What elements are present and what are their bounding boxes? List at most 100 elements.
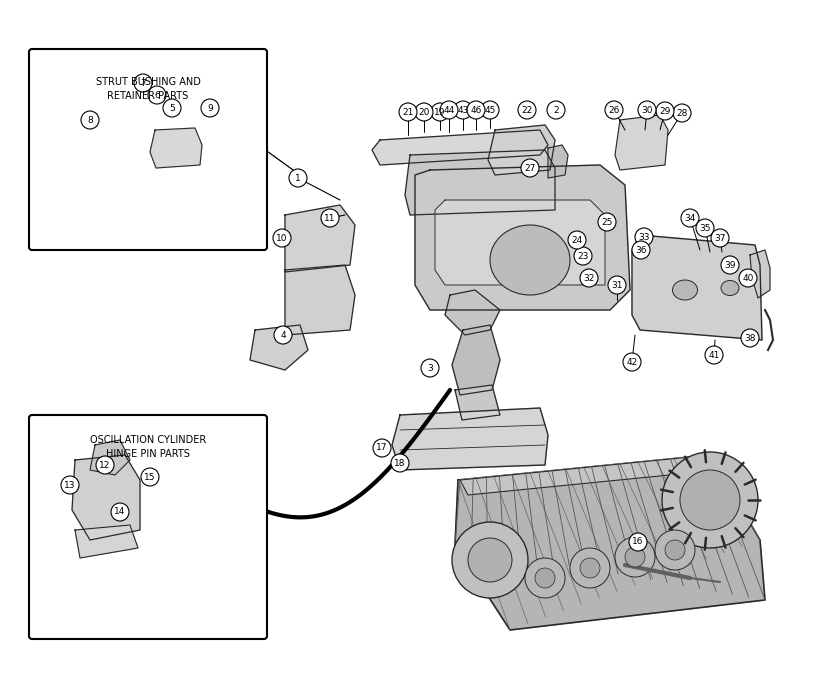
Polygon shape xyxy=(548,145,568,178)
Circle shape xyxy=(629,533,647,551)
Circle shape xyxy=(148,86,166,104)
Text: 45: 45 xyxy=(485,106,495,115)
Text: STRUT BUSHING AND: STRUT BUSHING AND xyxy=(95,77,201,87)
Polygon shape xyxy=(435,200,605,285)
Circle shape xyxy=(525,558,565,598)
Text: 2: 2 xyxy=(553,106,559,115)
Text: 39: 39 xyxy=(725,261,736,269)
Text: 3: 3 xyxy=(427,363,432,372)
Circle shape xyxy=(623,353,641,371)
Text: 1: 1 xyxy=(295,173,301,182)
Text: 19: 19 xyxy=(434,108,446,117)
Text: 10: 10 xyxy=(277,234,288,243)
Polygon shape xyxy=(460,455,720,495)
Polygon shape xyxy=(452,325,500,395)
Circle shape xyxy=(681,209,699,227)
Circle shape xyxy=(696,219,714,237)
Text: 24: 24 xyxy=(571,236,583,245)
Text: 40: 40 xyxy=(743,274,754,283)
Polygon shape xyxy=(75,525,138,558)
Circle shape xyxy=(721,256,739,274)
Text: 38: 38 xyxy=(744,334,756,343)
Ellipse shape xyxy=(672,280,698,300)
FancyBboxPatch shape xyxy=(29,415,267,639)
Text: OSCILLATION CYLINDER: OSCILLATION CYLINDER xyxy=(90,435,206,445)
Circle shape xyxy=(605,101,623,119)
Polygon shape xyxy=(750,250,770,298)
Text: 8: 8 xyxy=(87,115,93,124)
Circle shape xyxy=(289,169,307,187)
Ellipse shape xyxy=(721,281,739,296)
Circle shape xyxy=(655,530,695,570)
Circle shape xyxy=(431,103,449,121)
Text: 20: 20 xyxy=(419,108,430,117)
Text: 30: 30 xyxy=(641,106,653,115)
Text: HINGE PIN PARTS: HINGE PIN PARTS xyxy=(106,449,190,459)
Circle shape xyxy=(741,329,759,347)
Polygon shape xyxy=(250,325,308,370)
Circle shape xyxy=(81,111,99,129)
Text: 6: 6 xyxy=(154,91,160,100)
Polygon shape xyxy=(415,165,630,310)
Text: 37: 37 xyxy=(714,234,725,243)
Circle shape xyxy=(662,452,758,548)
Text: 33: 33 xyxy=(638,232,650,241)
Text: 42: 42 xyxy=(627,357,637,366)
Circle shape xyxy=(580,558,600,578)
Polygon shape xyxy=(488,125,555,175)
Text: 34: 34 xyxy=(685,214,696,223)
Circle shape xyxy=(61,476,79,494)
Circle shape xyxy=(656,102,674,120)
FancyBboxPatch shape xyxy=(29,49,267,250)
Circle shape xyxy=(111,503,129,521)
Circle shape xyxy=(739,269,757,287)
Text: 43: 43 xyxy=(457,106,468,115)
Polygon shape xyxy=(455,455,765,630)
Polygon shape xyxy=(150,128,202,168)
Circle shape xyxy=(570,548,610,588)
Circle shape xyxy=(415,103,433,121)
Circle shape xyxy=(163,99,181,117)
Circle shape xyxy=(568,231,586,249)
Text: 36: 36 xyxy=(635,245,647,254)
Text: 46: 46 xyxy=(470,106,481,115)
Text: 32: 32 xyxy=(583,274,595,283)
Circle shape xyxy=(421,359,439,377)
Polygon shape xyxy=(372,130,548,165)
Circle shape xyxy=(632,241,650,259)
Polygon shape xyxy=(405,150,555,215)
Text: 31: 31 xyxy=(611,281,623,290)
Circle shape xyxy=(615,537,655,577)
Circle shape xyxy=(481,101,499,119)
Circle shape xyxy=(665,540,685,560)
Circle shape xyxy=(452,522,528,598)
Polygon shape xyxy=(72,455,140,540)
Text: 29: 29 xyxy=(659,106,671,115)
Circle shape xyxy=(638,101,656,119)
Text: 44: 44 xyxy=(443,106,455,115)
Circle shape xyxy=(635,228,653,246)
Circle shape xyxy=(467,101,485,119)
Circle shape xyxy=(274,326,292,344)
Text: 23: 23 xyxy=(577,252,588,261)
Circle shape xyxy=(273,229,291,247)
Circle shape xyxy=(705,346,723,364)
Circle shape xyxy=(141,468,159,486)
Circle shape xyxy=(518,101,536,119)
Circle shape xyxy=(673,104,691,122)
Polygon shape xyxy=(285,205,355,272)
Text: 4: 4 xyxy=(280,330,286,339)
Circle shape xyxy=(598,213,616,231)
Text: 41: 41 xyxy=(708,350,720,359)
Text: 11: 11 xyxy=(324,214,335,223)
Polygon shape xyxy=(632,235,762,340)
Text: 13: 13 xyxy=(64,480,76,489)
Text: 25: 25 xyxy=(601,218,613,227)
Polygon shape xyxy=(455,385,500,420)
Circle shape xyxy=(134,74,152,92)
Text: 28: 28 xyxy=(676,108,688,117)
Circle shape xyxy=(468,538,512,582)
Polygon shape xyxy=(90,440,130,475)
Circle shape xyxy=(440,101,458,119)
Circle shape xyxy=(96,456,114,474)
